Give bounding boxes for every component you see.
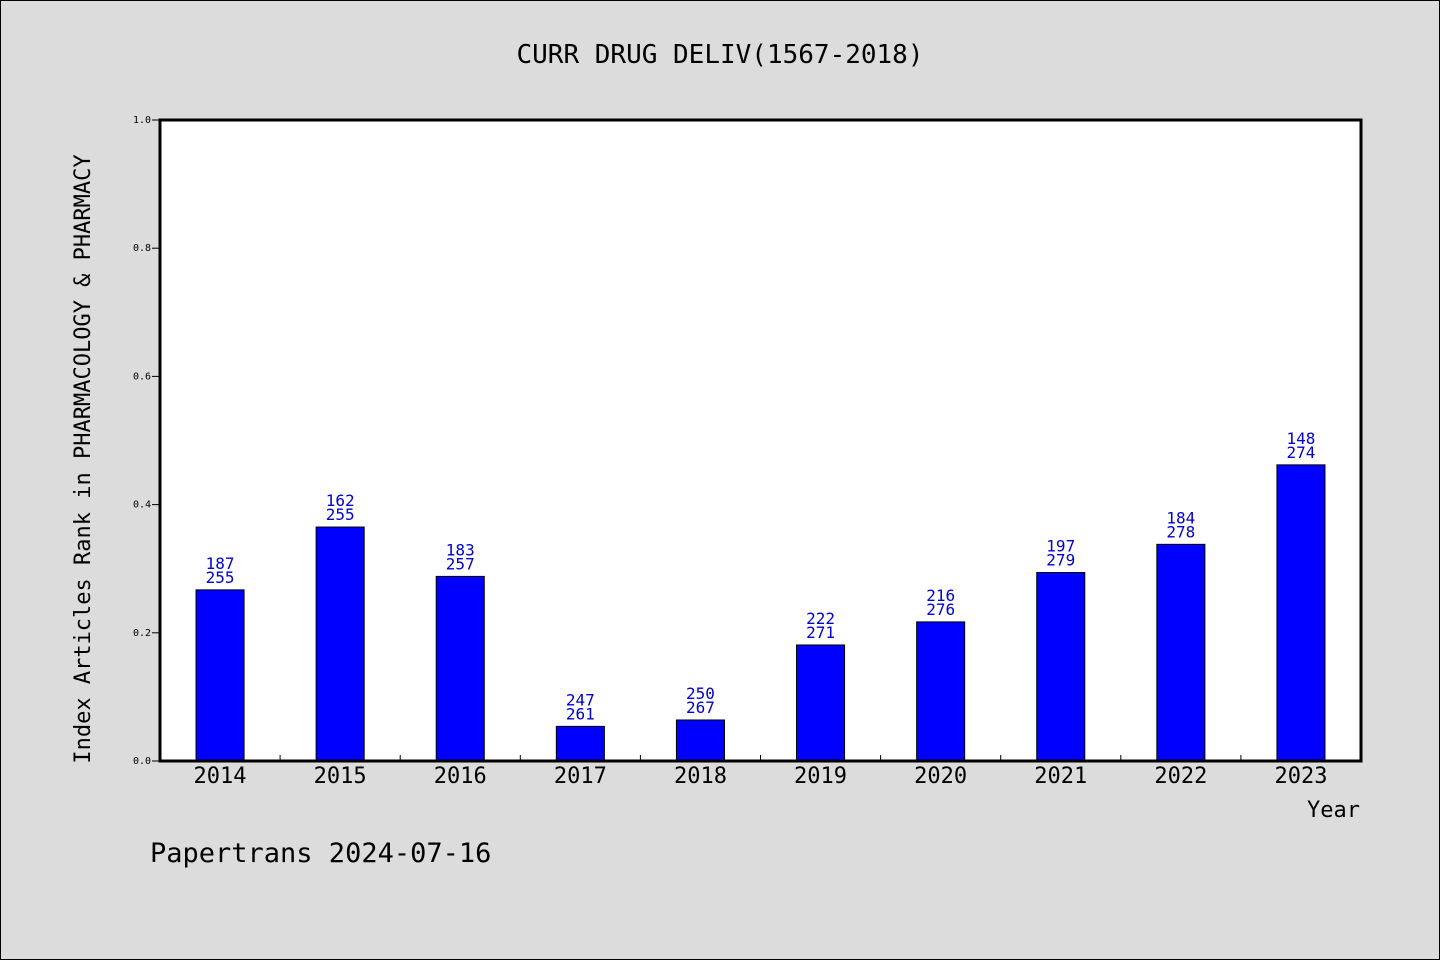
x-tick-label: 2017 — [554, 764, 607, 789]
bar-2020 — [916, 621, 966, 762]
x-tick-label: 2016 — [434, 764, 487, 789]
footer-text: Papertrans 2024-07-16 — [150, 838, 491, 869]
x-axis-label: Year — [1307, 798, 1360, 823]
plot-border — [158, 118, 1363, 763]
data-label-bottom: 255 — [326, 505, 355, 524]
x-tick-label: 2020 — [914, 764, 967, 789]
x-tick-label: 2018 — [674, 764, 727, 789]
data-label-bottom: 255 — [206, 568, 235, 587]
bars — [195, 464, 1326, 762]
data-label-bottom: 278 — [1166, 522, 1195, 541]
data-label-top: 183 — [446, 540, 475, 559]
x-tick-label: 2022 — [1154, 764, 1207, 789]
bar-2018 — [675, 719, 725, 762]
y-tick-label: 1.0 — [133, 115, 151, 126]
data-label-bottom: 257 — [446, 554, 475, 573]
data-label-bottom: 274 — [1286, 443, 1315, 462]
x-tick-label: 2015 — [314, 764, 367, 789]
x-tick-label: 2019 — [794, 764, 847, 789]
x-tick-label: 2014 — [194, 764, 247, 789]
data-label-top: 197 — [1046, 537, 1075, 556]
bar-2022 — [1156, 543, 1206, 762]
x-tick-label: 2023 — [1274, 764, 1327, 789]
chart-title: CURR DRUG DELIV(1567-2018) — [517, 40, 924, 70]
data-label-bottom: 279 — [1046, 551, 1075, 570]
data-label-top: 187 — [206, 554, 235, 573]
data-label-bottom: 267 — [686, 698, 715, 717]
data-label-top: 222 — [806, 609, 835, 628]
data-label-top: 162 — [326, 491, 355, 510]
data-labels: 1872551622551832572472612502672222712162… — [206, 429, 1316, 724]
y-tick-label: 0.2 — [133, 628, 151, 639]
data-label-top: 184 — [1166, 508, 1195, 527]
data-label-bottom: 271 — [806, 623, 835, 642]
x-axis-ticks: 2014 2015 2016 2017 2018 2019 2020 2021 2022 2023 — [194, 755, 1327, 789]
bar-2016 — [435, 575, 485, 762]
y-tick-label: 0.8 — [133, 243, 151, 254]
data-label-top: 216 — [926, 586, 955, 605]
y-tick-label: 0.4 — [133, 500, 151, 511]
y-axis-label: Index Articles Rank in PHARMACOLOGY & PH… — [71, 154, 96, 763]
y-axis-ticks: 0.0 0.2 0.4 0.6 0.8 1.0 — [133, 115, 160, 767]
bar-2021 — [1036, 572, 1086, 762]
y-tick-label: 0.0 — [133, 756, 151, 767]
data-label-top: 250 — [686, 684, 715, 703]
y-tick-label: 0.6 — [133, 371, 151, 382]
data-label-top: 148 — [1286, 429, 1315, 448]
bar-2017 — [555, 725, 605, 762]
bar-2014 — [195, 589, 245, 762]
bar-2015 — [315, 526, 365, 762]
data-label-bottom: 276 — [926, 600, 955, 619]
data-label-bottom: 261 — [566, 704, 595, 723]
data-label-top: 247 — [566, 690, 595, 709]
bar-2023 — [1276, 464, 1326, 762]
x-tick-label: 2021 — [1034, 764, 1087, 789]
bar-2019 — [796, 644, 846, 762]
